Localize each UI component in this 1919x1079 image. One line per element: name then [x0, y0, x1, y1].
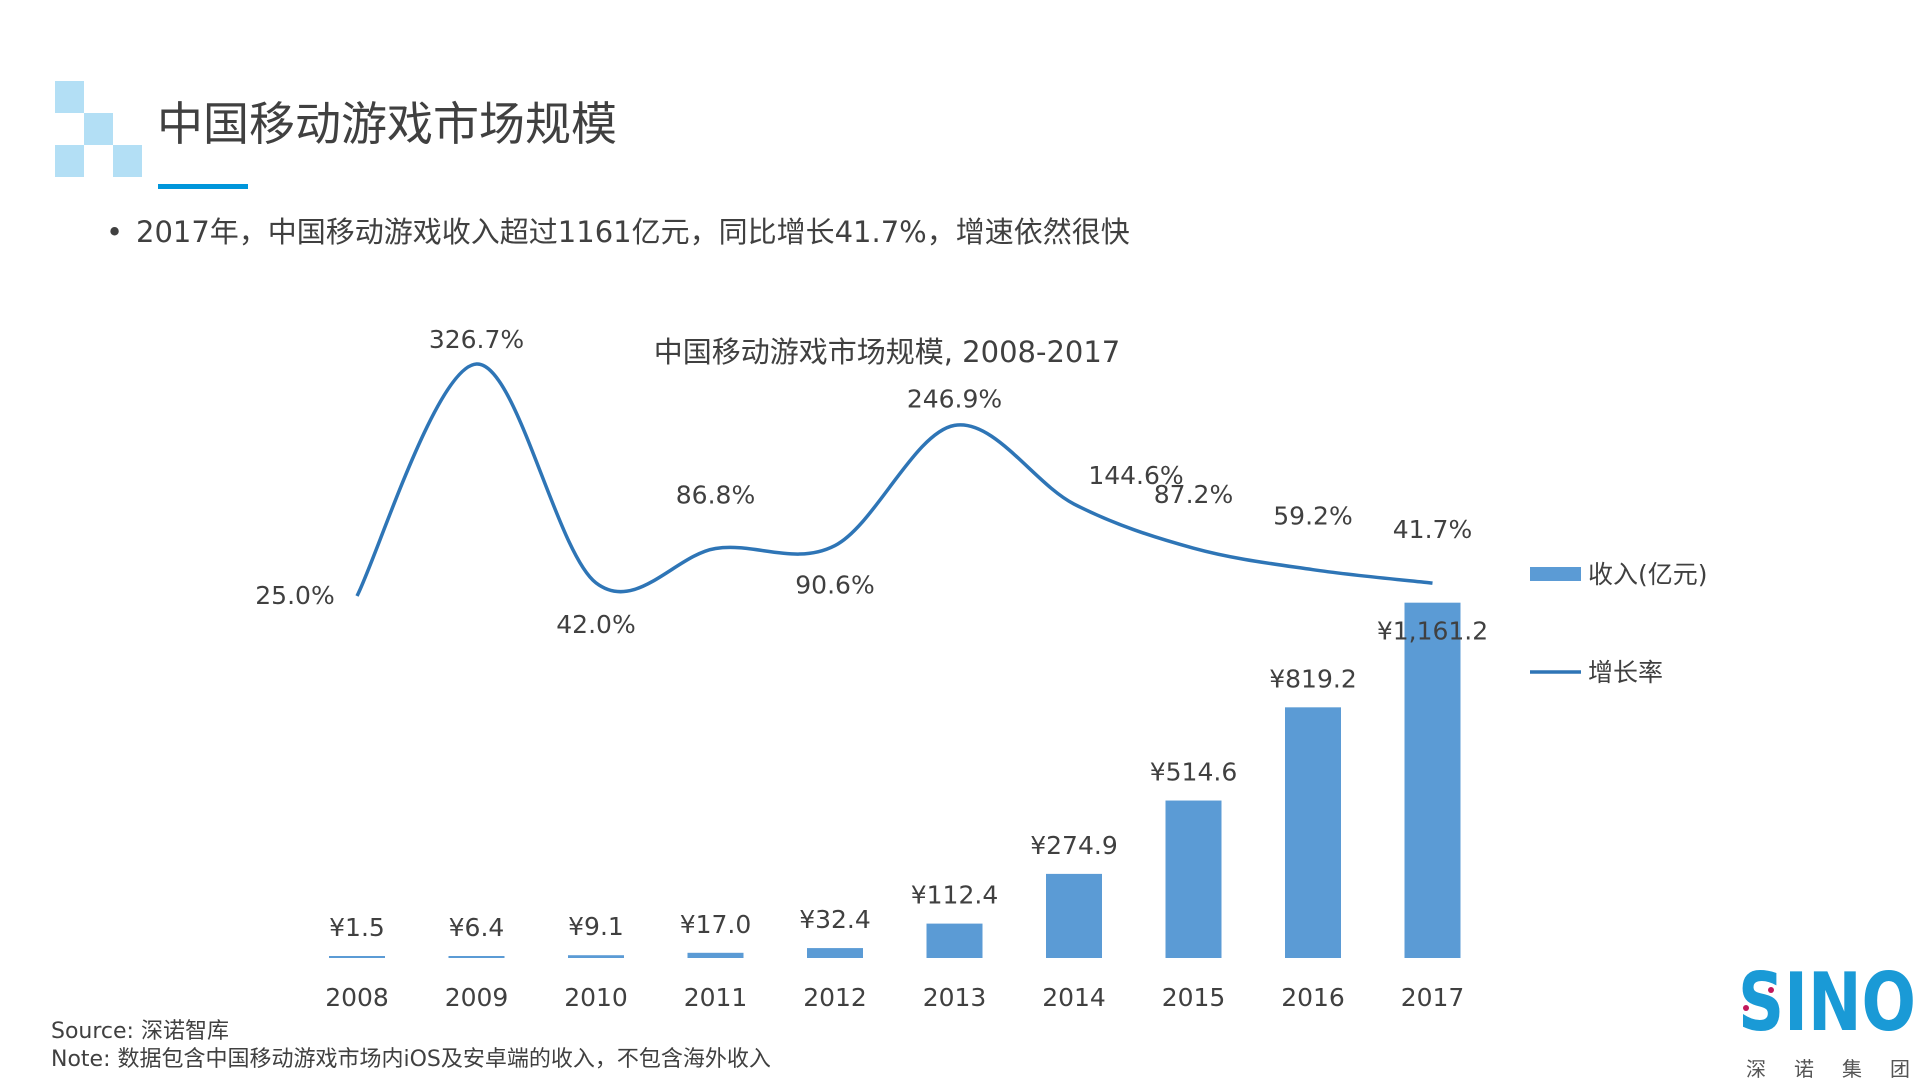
bar-value-label: ¥274.9	[1030, 831, 1117, 860]
x-axis-tick-label: 2016	[1281, 983, 1345, 1012]
growth-rate-label: 326.7%	[429, 325, 524, 354]
page-title: 中国移动游戏市场规模	[157, 97, 617, 151]
header-decoration-square	[113, 145, 142, 177]
x-axis-tick-label: 2015	[1162, 983, 1226, 1012]
bar-value-label: ¥9.1	[568, 912, 624, 941]
bar-value-label: ¥1.5	[329, 913, 385, 942]
bullet-dot: •	[106, 215, 124, 249]
title-underline	[158, 184, 248, 189]
x-axis-tick-label: 2012	[803, 983, 867, 1012]
growth-rate-label: 25.0%	[255, 581, 334, 610]
bar-value-label: ¥17.0	[680, 910, 752, 939]
bar-value-label: ¥819.2	[1269, 664, 1356, 693]
growth-rate-label: 42.0%	[556, 610, 635, 639]
logo-subtext: 深 诺 集 团	[1746, 1057, 1910, 1079]
growth-rate-label: 90.6%	[795, 571, 874, 600]
bar-value-label: ¥514.6	[1150, 758, 1237, 787]
header-decoration-square	[55, 81, 84, 113]
header-decoration-square	[55, 145, 84, 177]
legend-label-growth: 增长率	[1588, 658, 1663, 687]
bar-2013	[926, 923, 983, 958]
bar-2017	[1404, 602, 1461, 958]
legend-label-revenue: 收入(亿元)	[1588, 560, 1708, 589]
growth-rate-line	[355, 362, 1433, 597]
x-axis-tick-label: 2010	[564, 983, 628, 1012]
bar-value-label: ¥32.4	[799, 905, 871, 934]
bar-value-label: ¥1,161.2	[1377, 617, 1488, 646]
bar-2012	[807, 948, 863, 958]
note-text: Note: 数据包含中国移动游戏市场内iOS及安卓端的收入，不包含海外收入	[51, 1047, 771, 1072]
bar-2009	[448, 956, 505, 958]
legend-swatch-revenue	[1530, 567, 1581, 581]
bar-2014	[1046, 873, 1102, 958]
x-axis-tick-label: 2011	[684, 983, 748, 1012]
bar-2008	[329, 956, 385, 958]
growth-rate-label: 87.2%	[1154, 480, 1233, 509]
bullet-point: • 2017年，中国移动游戏收入超过1161亿元，同比增长41.7%，增速依然很快	[106, 212, 1130, 252]
bar-2015	[1165, 800, 1222, 958]
sino-logo: SINO 深 诺 集 团	[1738, 956, 1916, 1079]
bullet-text: 2017年，中国移动游戏收入超过1161亿元，同比增长41.7%，增速依然很快	[136, 215, 1130, 249]
growth-rate-label: 86.8%	[676, 480, 755, 509]
bar-2011	[687, 952, 744, 958]
logo-wordmark: SINO	[1738, 956, 1916, 1049]
growth-rate-label: 59.2%	[1273, 502, 1352, 531]
x-axis-tick-label: 2008	[325, 983, 389, 1012]
source-text: Source: 深诺智库	[51, 1019, 229, 1044]
bar-2010	[568, 955, 624, 958]
chart-title: 中国移动游戏市场规模, 2008-2017	[654, 335, 1121, 369]
header-decoration-square	[84, 113, 113, 145]
x-axis-tick-label: 2014	[1042, 983, 1106, 1012]
x-axis-tick-label: 2017	[1401, 983, 1465, 1012]
growth-rate-label: 41.7%	[1393, 515, 1472, 544]
bar-value-label: ¥6.4	[449, 913, 505, 942]
growth-rate-label: 246.9%	[907, 384, 1002, 413]
growth-rate-label: 144.6%	[1088, 461, 1183, 490]
bar-value-label: ¥112.4	[911, 881, 998, 910]
x-axis-tick-label: 2009	[445, 983, 509, 1012]
x-axis-tick-label: 2013	[923, 983, 987, 1012]
bar-2016	[1285, 707, 1341, 958]
